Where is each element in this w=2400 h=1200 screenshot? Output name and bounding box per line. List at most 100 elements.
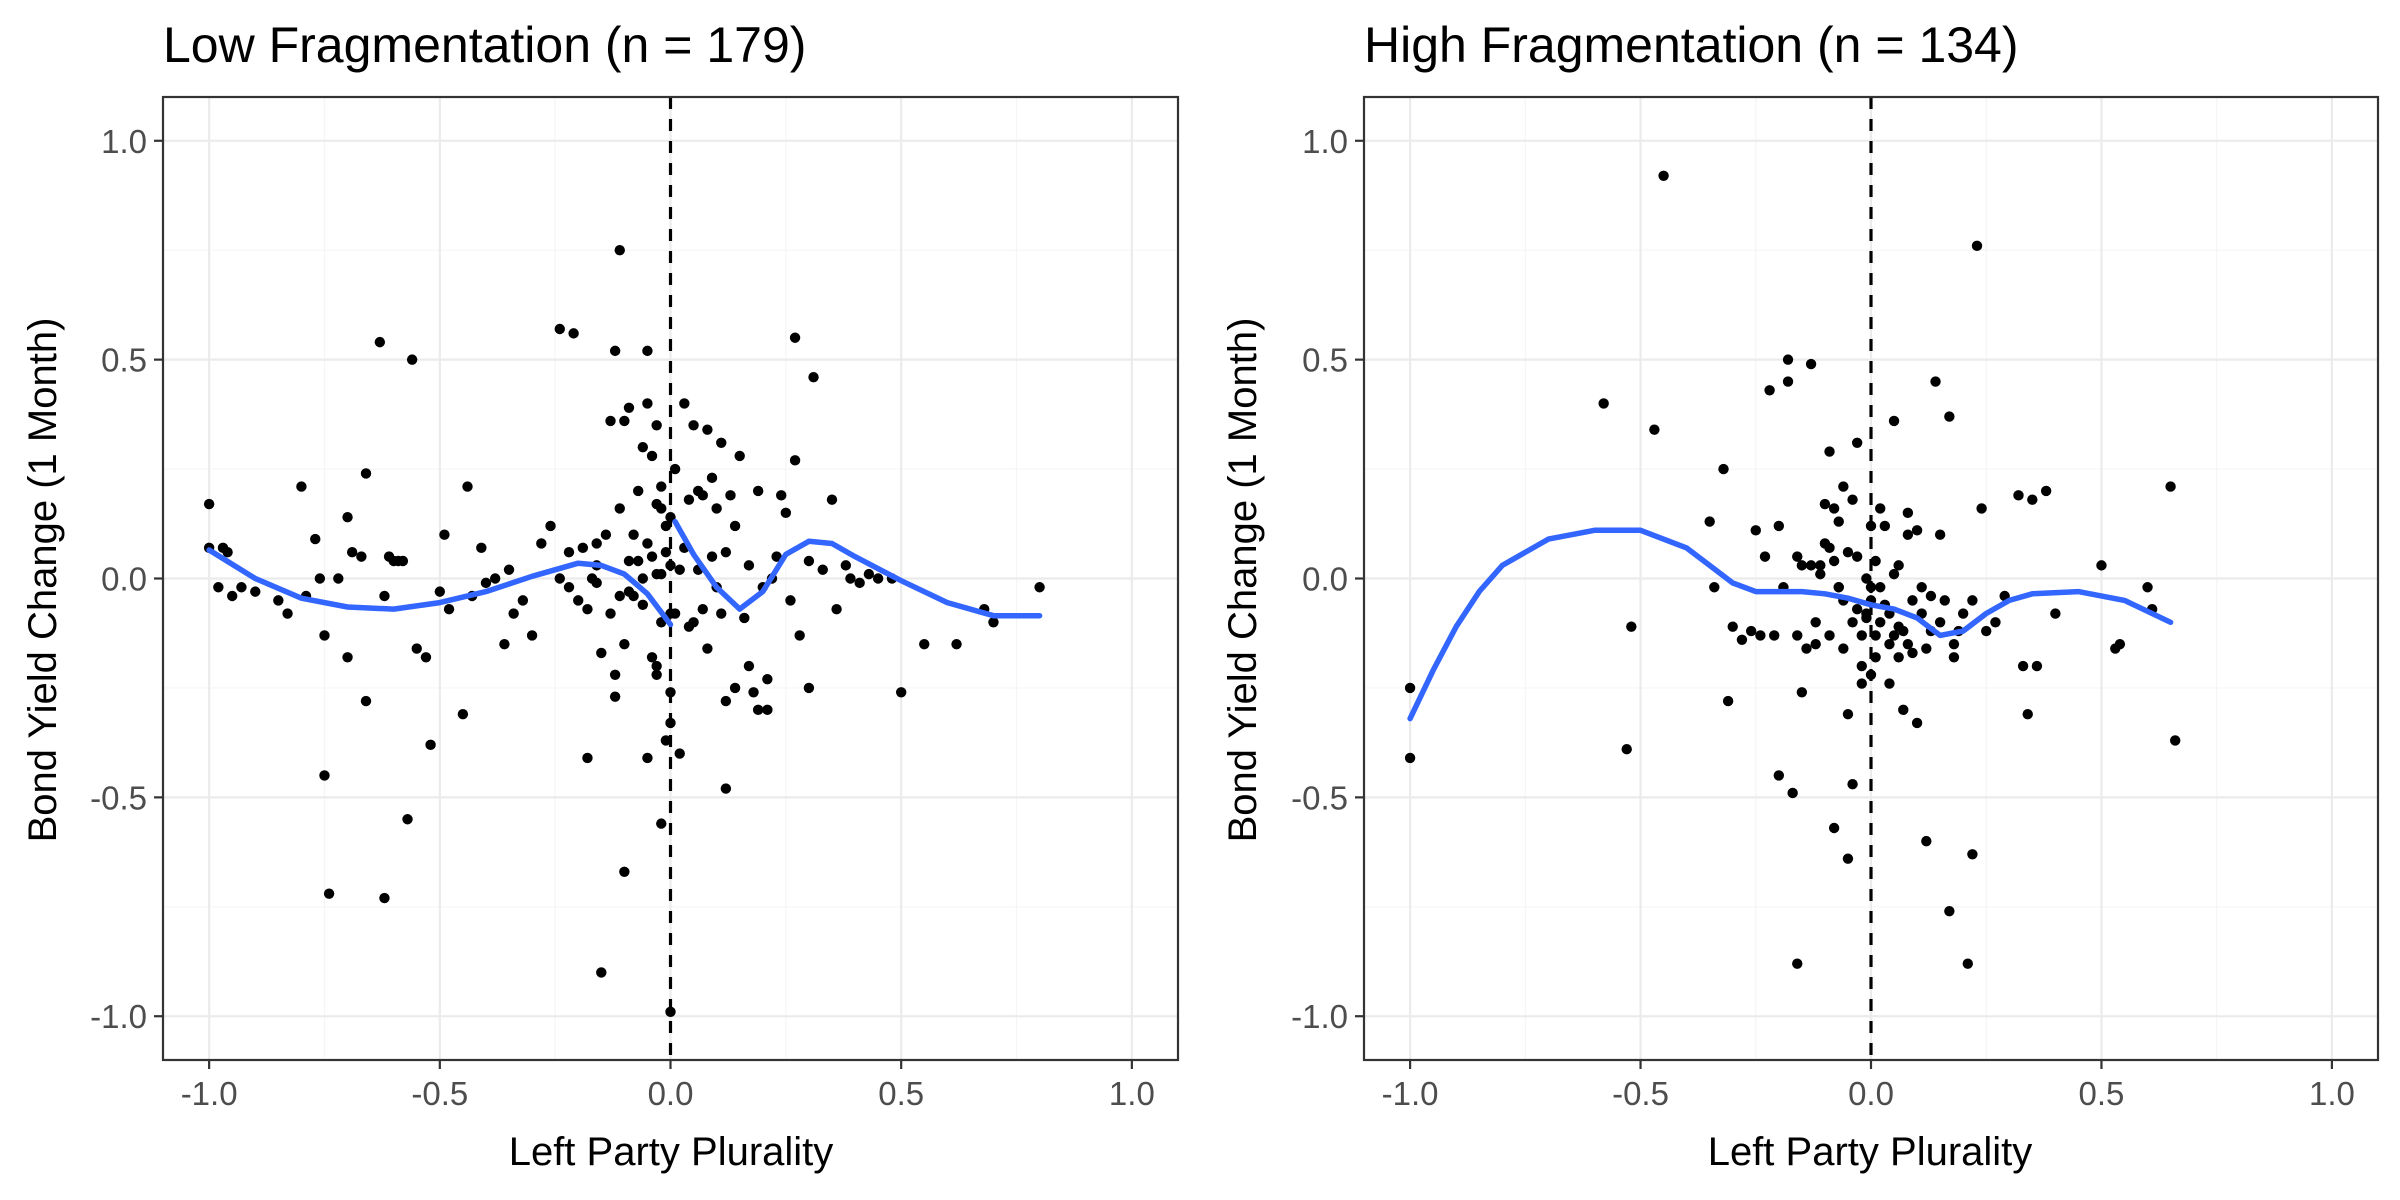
data-point — [2017, 660, 2029, 672]
data-point — [785, 595, 796, 606]
data-point — [1930, 376, 1941, 387]
smooth-fit-line — [1407, 527, 2174, 722]
data-point — [1824, 630, 1835, 641]
data-point — [545, 520, 556, 532]
data-point — [489, 573, 501, 584]
smooth-fit-line — [672, 518, 1043, 619]
data-point — [1621, 744, 1632, 755]
data-point — [1971, 240, 1983, 252]
y-tick-label: 1.0 — [1302, 123, 1348, 160]
data-point — [1948, 638, 1960, 650]
panel-low-fragmentation: Low Fragmentation (n = 179) Left Party P… — [21, 17, 1180, 1174]
data-point — [273, 595, 284, 606]
data-point — [688, 617, 699, 628]
data-point — [526, 630, 538, 641]
data-point — [743, 560, 755, 571]
data-point — [1902, 529, 1914, 540]
data-point — [1888, 568, 1900, 580]
data-point — [1709, 582, 1720, 593]
data-point — [536, 538, 547, 549]
data-point — [637, 599, 649, 610]
data-point — [600, 529, 612, 540]
data-point — [2050, 608, 2061, 619]
data-point — [872, 573, 884, 584]
data-point — [854, 577, 865, 589]
data-point — [951, 638, 962, 650]
data-point — [1893, 652, 1904, 663]
data-point — [1815, 568, 1826, 580]
data-point — [614, 245, 625, 256]
data-point — [425, 739, 436, 751]
data-point — [1879, 520, 1891, 532]
data-point — [508, 608, 519, 619]
data-point — [789, 455, 801, 466]
data-point — [895, 687, 907, 698]
data-point — [674, 564, 685, 575]
y-tick-label: 1.0 — [101, 123, 147, 160]
data-point — [374, 336, 386, 348]
data-point — [582, 603, 593, 615]
data-point — [1875, 582, 1886, 593]
data-point — [1838, 643, 1849, 654]
data-point — [397, 555, 409, 567]
data-point — [360, 468, 372, 479]
data-point — [605, 608, 616, 619]
panel-high-fragmentation: High Fragmentation (n = 134) Left Party … — [1221, 17, 2380, 1174]
data-point — [582, 752, 593, 764]
data-point — [1819, 498, 1831, 510]
data-point — [2031, 660, 2043, 672]
x-tick-label: 1.0 — [2309, 1075, 2355, 1112]
data-point — [1934, 617, 1946, 628]
data-point — [1898, 704, 1909, 716]
data-point — [720, 695, 732, 707]
data-point — [642, 752, 653, 764]
data-point — [683, 494, 695, 505]
x-axis-title: Left Party Plurality — [1708, 1130, 2033, 1174]
data-point — [1888, 415, 1900, 427]
data-point — [1962, 958, 1973, 969]
data-point — [1921, 643, 1932, 654]
data-point — [356, 551, 367, 562]
data-point — [319, 770, 330, 781]
data-point — [1856, 660, 1867, 672]
data-point — [360, 695, 372, 707]
data-point — [1907, 595, 1918, 606]
data-point — [614, 503, 625, 514]
data-point — [1851, 603, 1863, 615]
data-point — [1782, 376, 1794, 387]
data-point — [1847, 779, 1858, 790]
data-point — [2142, 582, 2153, 593]
data-point — [651, 660, 662, 672]
data-point — [1787, 787, 1798, 799]
data-point — [1810, 617, 1821, 628]
data-point — [1815, 560, 1826, 571]
data-point — [1875, 617, 1886, 628]
data-point — [863, 568, 875, 580]
data-point — [2114, 638, 2126, 650]
data-point — [831, 603, 842, 615]
data-point — [628, 529, 639, 540]
y-tick-label: 0.0 — [1302, 561, 1348, 598]
x-tick-label: 1.0 — [1109, 1075, 1155, 1112]
data-point — [1810, 638, 1821, 650]
data-point — [803, 555, 815, 567]
data-point — [656, 481, 667, 492]
data-point — [651, 420, 662, 431]
data-point — [1773, 770, 1785, 781]
data-point — [1925, 590, 1937, 602]
data-point — [596, 647, 607, 659]
data-point — [591, 538, 602, 549]
y-axis-title: Bond Yield Change (1 Month) — [1221, 318, 1265, 843]
data-point — [1865, 582, 1877, 593]
data-point — [656, 503, 667, 514]
data-point — [706, 551, 718, 562]
data-point — [619, 866, 630, 877]
data-point — [443, 603, 455, 615]
data-point — [1782, 354, 1794, 365]
data-point — [642, 538, 653, 549]
data-point — [1796, 560, 1808, 571]
data-point — [729, 682, 741, 694]
data-point — [1404, 682, 1416, 694]
data-point — [614, 590, 625, 602]
data-point — [1750, 525, 1761, 536]
